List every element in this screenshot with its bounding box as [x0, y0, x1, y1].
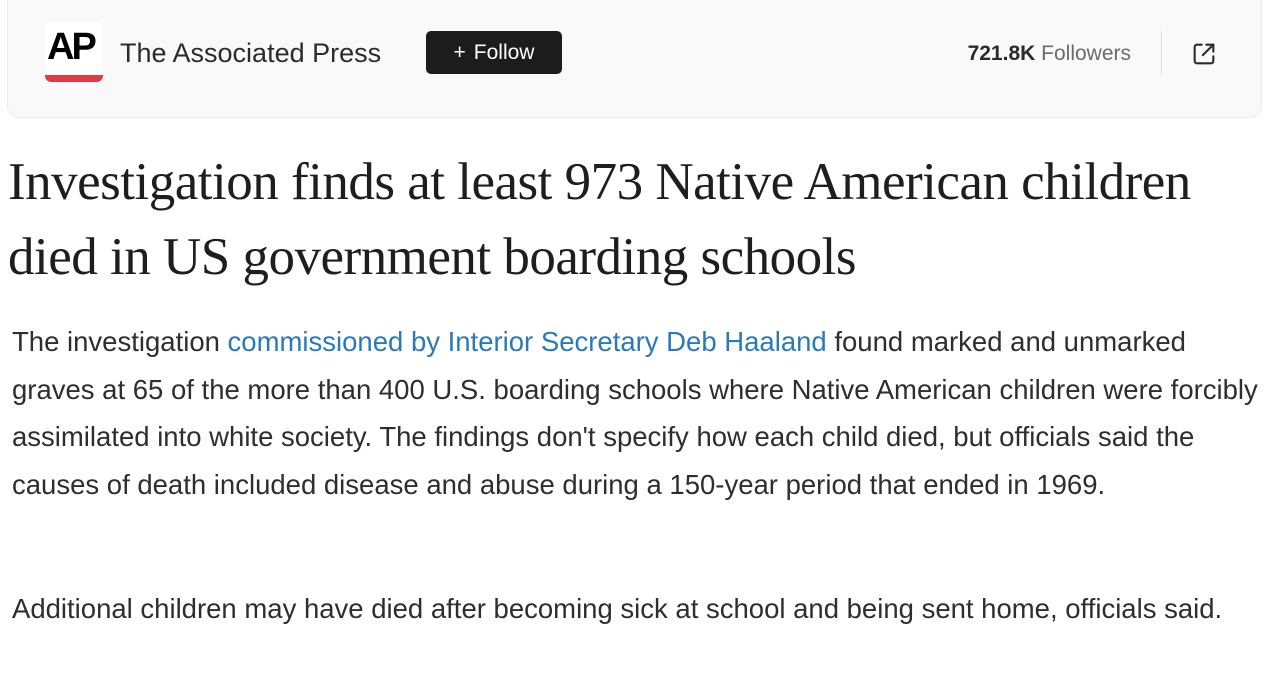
logo-accent-bar: [45, 75, 103, 82]
publisher-card: [7, 0, 1262, 118]
external-link-icon[interactable]: [1190, 40, 1218, 68]
headline: Investigation finds at least 973 Native …: [8, 153, 1191, 286]
followers-count: 721.8K Followers: [968, 42, 1131, 66]
p1-text-after: found marked and unmarked graves at 65 o…: [12, 326, 1258, 500]
follow-button[interactable]: + Follow: [426, 31, 562, 74]
follow-label: Follow: [473, 40, 535, 64]
ap-logo[interactable]: AP: [45, 22, 103, 82]
logo-text: AP: [47, 26, 97, 68]
commission-link[interactable]: commissioned by Interior Secretary Deb H…: [227, 326, 827, 357]
paragraph-1: The investigation commissioned by Interi…: [12, 318, 1262, 508]
followers-label: Followers: [1041, 42, 1131, 65]
divider: [1161, 31, 1162, 75]
plus-icon: +: [453, 40, 466, 64]
paragraph-2: Additional children may have died after …: [12, 593, 1223, 624]
p1-text-before: The investigation: [12, 326, 228, 357]
followers-number: 721.8K: [967, 42, 1036, 65]
publisher-name[interactable]: The Associated Press: [120, 38, 382, 68]
